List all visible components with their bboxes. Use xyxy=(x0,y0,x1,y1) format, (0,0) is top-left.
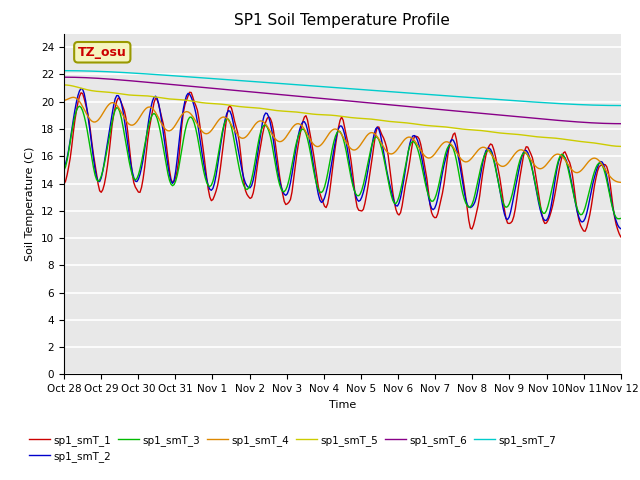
sp1_smT_6 xyxy=(129,78,136,84)
sp1_smT_4 xyxy=(305,134,313,140)
sp1_smT_5 xyxy=(244,105,252,110)
sp1_smT_4 xyxy=(130,122,138,128)
sp1_smT_3 xyxy=(305,143,313,149)
Line: sp1_smT_1: sp1_smT_1 xyxy=(64,92,621,237)
sp1_smT_4 xyxy=(246,129,254,134)
Y-axis label: Soil Temperature (C): Soil Temperature (C) xyxy=(26,147,35,261)
sp1_smT_7 xyxy=(60,68,68,73)
sp1_smT_4 xyxy=(255,118,263,124)
sp1_smT_6 xyxy=(617,121,625,127)
sp1_smT_3 xyxy=(617,216,625,221)
sp1_smT_6 xyxy=(60,74,68,80)
sp1_smT_6 xyxy=(254,90,262,96)
Line: sp1_smT_5: sp1_smT_5 xyxy=(64,85,621,146)
sp1_smT_7 xyxy=(586,102,594,108)
sp1_smT_7 xyxy=(303,83,311,88)
sp1_smT_3 xyxy=(588,180,595,186)
sp1_smT_1 xyxy=(60,181,68,187)
Legend: sp1_smT_1, sp1_smT_2, sp1_smT_3, sp1_smT_4, sp1_smT_5, sp1_smT_6, sp1_smT_7: sp1_smT_1, sp1_smT_2, sp1_smT_3, sp1_smT… xyxy=(25,431,561,466)
Line: sp1_smT_2: sp1_smT_2 xyxy=(64,88,621,228)
sp1_smT_7 xyxy=(226,77,234,83)
sp1_smT_4 xyxy=(588,156,595,162)
sp1_smT_5 xyxy=(254,105,262,111)
sp1_smT_1 xyxy=(255,150,263,156)
sp1_smT_5 xyxy=(129,92,136,98)
sp1_smT_3 xyxy=(130,176,138,181)
sp1_smT_7 xyxy=(129,70,136,76)
sp1_smT_3 xyxy=(60,168,68,173)
Line: sp1_smT_4: sp1_smT_4 xyxy=(64,97,621,182)
X-axis label: Time: Time xyxy=(329,400,356,409)
sp1_smT_1 xyxy=(129,171,136,177)
sp1_smT_2 xyxy=(588,188,595,194)
sp1_smT_3 xyxy=(614,216,621,222)
sp1_smT_1 xyxy=(186,89,193,95)
sp1_smT_2 xyxy=(60,164,68,169)
sp1_smT_3 xyxy=(246,182,254,188)
sp1_smT_7 xyxy=(254,79,262,85)
sp1_smT_5 xyxy=(617,144,625,149)
sp1_smT_2 xyxy=(130,175,138,180)
sp1_smT_2 xyxy=(77,85,85,91)
sp1_smT_5 xyxy=(303,110,311,116)
Title: SP1 Soil Temperature Profile: SP1 Soil Temperature Profile xyxy=(234,13,451,28)
sp1_smT_4 xyxy=(228,122,236,128)
sp1_smT_6 xyxy=(303,94,311,100)
sp1_smT_2 xyxy=(246,185,254,191)
sp1_smT_1 xyxy=(305,125,313,131)
sp1_smT_5 xyxy=(586,140,594,145)
sp1_smT_3 xyxy=(255,134,263,140)
sp1_smT_5 xyxy=(226,102,234,108)
sp1_smT_6 xyxy=(226,87,234,93)
sp1_smT_2 xyxy=(228,112,236,118)
sp1_smT_7 xyxy=(617,103,625,108)
Line: sp1_smT_7: sp1_smT_7 xyxy=(64,71,621,106)
sp1_smT_3 xyxy=(228,124,236,130)
sp1_smT_4 xyxy=(617,180,625,185)
sp1_smT_4 xyxy=(70,95,77,100)
sp1_smT_2 xyxy=(255,139,263,144)
sp1_smT_6 xyxy=(586,120,594,126)
sp1_smT_2 xyxy=(617,226,625,231)
sp1_smT_6 xyxy=(244,89,252,95)
sp1_smT_4 xyxy=(60,97,68,103)
Text: TZ_osu: TZ_osu xyxy=(78,46,127,59)
Line: sp1_smT_3: sp1_smT_3 xyxy=(64,106,621,219)
sp1_smT_2 xyxy=(305,135,313,141)
sp1_smT_1 xyxy=(228,106,236,111)
sp1_smT_1 xyxy=(246,195,254,201)
Line: sp1_smT_6: sp1_smT_6 xyxy=(64,77,621,124)
sp1_smT_1 xyxy=(588,203,595,209)
sp1_smT_3 xyxy=(76,103,83,109)
sp1_smT_1 xyxy=(617,234,625,240)
sp1_smT_5 xyxy=(60,82,68,88)
sp1_smT_7 xyxy=(244,78,252,84)
